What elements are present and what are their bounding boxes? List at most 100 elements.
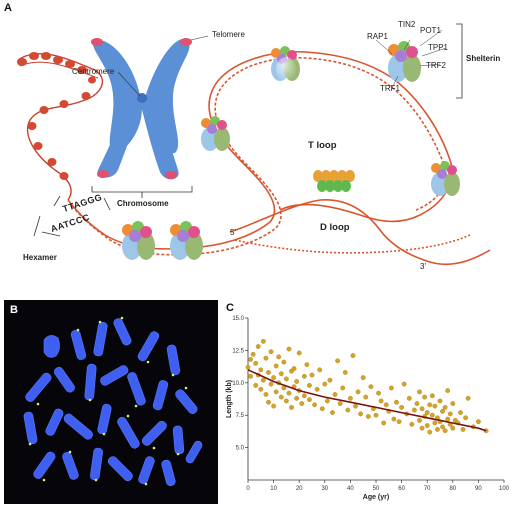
data-point bbox=[429, 412, 435, 418]
data-point bbox=[414, 401, 420, 406]
data-point bbox=[340, 385, 346, 391]
label-rap1: RAP1 bbox=[367, 32, 388, 41]
data-point bbox=[409, 421, 415, 427]
data-point bbox=[278, 394, 284, 400]
label-three-prime: 3' bbox=[420, 262, 426, 271]
nucleosome-beads bbox=[17, 52, 96, 180]
label-hexamer: Hexamer bbox=[23, 253, 57, 262]
data-point bbox=[260, 338, 266, 344]
data-point bbox=[458, 410, 463, 416]
data-point bbox=[445, 388, 451, 393]
data-point bbox=[258, 367, 264, 373]
data-point bbox=[258, 386, 264, 392]
data-point bbox=[307, 382, 312, 388]
label-pot1: POT1 bbox=[420, 26, 441, 35]
data-point bbox=[475, 419, 481, 425]
data-point bbox=[373, 412, 379, 418]
chromosome-illustration bbox=[91, 38, 192, 180]
data-point bbox=[286, 390, 292, 396]
data-point bbox=[289, 405, 294, 410]
shelterin-cluster-6 bbox=[170, 221, 203, 260]
data-point bbox=[427, 402, 433, 408]
data-point bbox=[383, 402, 389, 408]
data-point bbox=[442, 405, 448, 410]
shelterin-cluster-1 bbox=[271, 46, 300, 81]
data-point bbox=[319, 406, 325, 412]
data-point bbox=[429, 393, 435, 399]
chromatin-fiber bbox=[17, 52, 104, 201]
y-tick-label: 10.0 bbox=[232, 381, 244, 387]
x-tick-label: 60 bbox=[398, 486, 405, 492]
data-point bbox=[419, 406, 425, 412]
data-point bbox=[286, 346, 292, 352]
shelterin-cluster-3 bbox=[388, 41, 421, 82]
trend-line bbox=[247, 369, 487, 432]
data-point bbox=[301, 373, 307, 379]
data-point bbox=[299, 401, 305, 406]
label-chromosome: Chromosome bbox=[117, 199, 169, 208]
data-point bbox=[450, 425, 456, 431]
data-point bbox=[307, 397, 312, 403]
data-point bbox=[347, 395, 353, 401]
data-point bbox=[417, 389, 422, 395]
label-shelterin: Shelterin bbox=[466, 54, 501, 63]
data-point bbox=[363, 394, 369, 400]
data-point bbox=[365, 414, 371, 419]
data-point bbox=[276, 354, 282, 360]
data-point bbox=[411, 407, 417, 413]
shelterin-bracket bbox=[456, 23, 463, 99]
data-point bbox=[291, 366, 297, 371]
data-point bbox=[332, 392, 338, 397]
data-point bbox=[424, 423, 430, 428]
data-point bbox=[301, 393, 307, 399]
x-tick-label: 20 bbox=[296, 486, 303, 492]
data-point bbox=[304, 362, 310, 368]
y-tick-label: 12.5 bbox=[232, 348, 244, 354]
hexamer-bracket-top bbox=[53, 195, 111, 211]
x-tick-label: 40 bbox=[347, 486, 354, 492]
data-point bbox=[440, 408, 445, 414]
data-point bbox=[463, 415, 469, 421]
data-point bbox=[266, 399, 271, 405]
x-tick-label: 0 bbox=[246, 486, 250, 492]
label-d-loop: D loop bbox=[320, 222, 350, 233]
data-point bbox=[337, 401, 343, 406]
data-point bbox=[294, 379, 300, 384]
data-point bbox=[399, 405, 405, 410]
data-point bbox=[406, 395, 412, 401]
data-point bbox=[335, 358, 341, 364]
data-point bbox=[255, 344, 261, 349]
data-point bbox=[388, 385, 394, 391]
data-point bbox=[278, 371, 284, 377]
data-point bbox=[281, 359, 287, 365]
data-point bbox=[381, 420, 387, 426]
data-point bbox=[424, 410, 430, 416]
x-tick-label: 50 bbox=[373, 486, 380, 492]
x-tick-label: 70 bbox=[424, 486, 431, 492]
data-point bbox=[442, 428, 448, 434]
data-point bbox=[435, 427, 440, 432]
data-point bbox=[253, 360, 259, 366]
metaphase-spread bbox=[23, 316, 203, 486]
data-point bbox=[284, 398, 289, 404]
data-point bbox=[391, 416, 397, 422]
data-point bbox=[273, 363, 279, 369]
x-tick-label: 30 bbox=[321, 486, 328, 492]
data-point bbox=[401, 381, 407, 387]
data-point bbox=[263, 392, 269, 397]
data-point bbox=[271, 403, 276, 409]
data-point bbox=[422, 394, 428, 400]
y-tick-label: 7.5 bbox=[236, 413, 245, 419]
x-axis-label: Age (yr) bbox=[363, 494, 389, 501]
x-tick-label: 100 bbox=[499, 486, 510, 492]
panel-c-letter: C bbox=[226, 302, 234, 314]
data-point bbox=[378, 398, 384, 404]
data-point bbox=[314, 386, 320, 392]
data-point bbox=[427, 429, 433, 435]
y-tick-label: 5.0 bbox=[236, 446, 245, 452]
label-tpp1: TPP1 bbox=[428, 43, 449, 52]
data-point bbox=[324, 398, 330, 404]
panel-b-karyotype: B bbox=[4, 300, 218, 504]
data-point bbox=[368, 384, 374, 390]
label-trf1: TRF1 bbox=[380, 84, 400, 93]
